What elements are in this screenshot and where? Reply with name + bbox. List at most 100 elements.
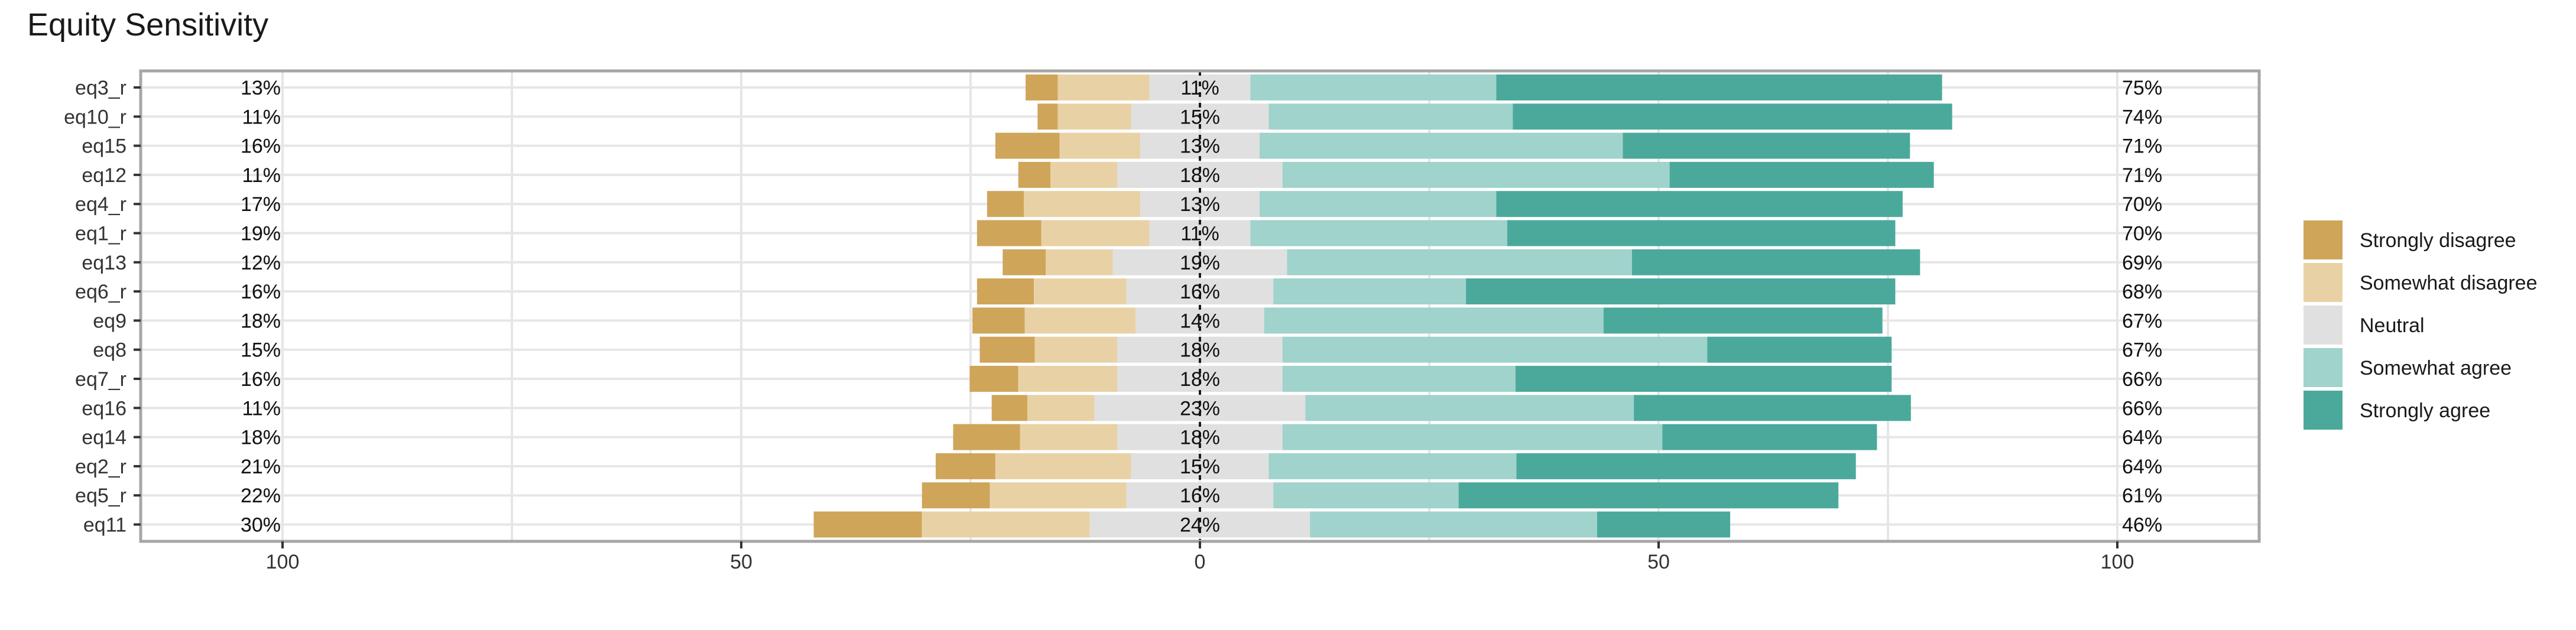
y-axis: eq3_r eq10_r eq15 eq12 eq4_r eq1_r eq13 eq6_req… <box>64 77 141 537</box>
y-category-label: eq2_r <box>75 456 126 478</box>
bar-strongly-agree <box>1631 249 1920 275</box>
y-category-label: eq11 <box>83 514 126 537</box>
bar-somewhat-disagree <box>1057 103 1131 130</box>
neutral-pct-label: 11% <box>1180 77 1219 99</box>
legend-label-neutral: Neutral <box>2360 314 2425 337</box>
disagree-pct-label: 16% <box>241 135 281 158</box>
neutral-pct-label: 16% <box>1180 485 1220 507</box>
neutral-pct-label: 18% <box>1180 368 1220 391</box>
bar-strongly-disagree <box>1026 74 1058 100</box>
y-category-label: eq7_r <box>75 368 126 391</box>
bar-somewhat-disagree <box>1018 366 1118 392</box>
bar-somewhat-disagree <box>995 453 1131 479</box>
legend: Strongly disagree Somewhat disagree Neutra… <box>2304 220 2538 430</box>
agree-pct-label: 71% <box>2122 164 2162 187</box>
bar-strongly-agree <box>1603 307 1883 334</box>
bar-strongly-disagree <box>995 132 1060 159</box>
x-axis: 100 50 0 50 100 <box>266 541 2134 573</box>
disagree-pct-label: 15% <box>241 339 281 362</box>
disagree-pct-label: 11% <box>242 397 281 420</box>
y-category-label: eq4_r <box>75 193 126 216</box>
y-category-label: eq10_r <box>64 106 126 128</box>
y-category-label: eq14 <box>82 427 126 449</box>
disagree-pct-label: 19% <box>241 223 281 245</box>
bar-somewhat-disagree <box>1034 278 1127 305</box>
neutral-pct-label: 16% <box>1180 281 1220 303</box>
bar-strongly-disagree <box>987 191 1024 217</box>
bar-strongly-agree <box>1496 74 1942 100</box>
agree-pct-label: 70% <box>2122 223 2162 245</box>
bar-strongly-agree <box>1516 453 1856 479</box>
neutral-pct-label: 14% <box>1180 310 1220 332</box>
x-tick-label: 0 <box>1195 551 1206 573</box>
bar-somewhat-disagree <box>1024 307 1136 334</box>
bar-somewhat-disagree <box>1046 249 1113 275</box>
y-category-label: eq16 <box>82 397 126 420</box>
bar-somewhat-agree <box>1250 220 1507 246</box>
bar-somewhat-disagree <box>922 511 1090 538</box>
disagree-pct-label: 21% <box>241 456 281 478</box>
agree-pct-label: 66% <box>2122 368 2162 391</box>
bar-somewhat-agree <box>1305 395 1634 421</box>
bar-somewhat-agree <box>1264 307 1604 334</box>
disagree-pct-label: 12% <box>241 252 281 274</box>
bar-strongly-disagree <box>1018 161 1051 188</box>
bar-somewhat-agree <box>1273 278 1467 305</box>
y-category-label: eq8 <box>93 339 126 362</box>
bar-strongly-disagree <box>979 336 1035 363</box>
bar-somewhat-agree <box>1259 191 1497 217</box>
bar-somewhat-agree <box>1287 249 1632 275</box>
chart-title: Equity Sensitivity <box>27 7 268 43</box>
y-category-label: eq13 <box>82 252 126 274</box>
agree-pct-label: 46% <box>2122 514 2162 537</box>
agree-pct-label: 69% <box>2122 252 2162 274</box>
bar-somewhat-agree <box>1282 366 1516 392</box>
bar-strongly-agree <box>1662 424 1877 450</box>
agree-pct-label: 64% <box>2122 456 2162 478</box>
bar-somewhat-disagree <box>1034 336 1118 363</box>
bar-strongly-agree <box>1458 482 1839 509</box>
agree-pct-label: 68% <box>2122 281 2162 303</box>
neutral-pct-label: 15% <box>1180 456 1220 478</box>
agree-pct-label: 74% <box>2122 106 2162 128</box>
bar-strongly-agree <box>1507 220 1896 246</box>
bar-strongly-disagree <box>991 395 1028 421</box>
agree-pct-label: 64% <box>2122 427 2162 449</box>
legend-swatch-strongly-agree <box>2304 391 2343 430</box>
bar-somewhat-disagree <box>1041 220 1150 246</box>
bar-strongly-disagree <box>1037 103 1058 130</box>
legend-swatch-strongly-disagree <box>2304 220 2343 259</box>
x-tick-label: 100 <box>266 551 300 573</box>
y-category-label: eq12 <box>82 164 126 187</box>
legend-swatch-somewhat-agree <box>2304 348 2343 387</box>
bar-neutral <box>1126 278 1274 305</box>
bar-strongly-agree <box>1669 161 1934 188</box>
neutral-pct-label: 18% <box>1180 427 1220 449</box>
disagree-pct-label: 17% <box>241 193 281 216</box>
bar-somewhat-disagree <box>989 482 1127 509</box>
disagree-pct-label: 18% <box>241 310 281 332</box>
bar-somewhat-agree <box>1268 103 1513 130</box>
neutral-pct-label: 18% <box>1180 164 1220 187</box>
bar-strongly-disagree <box>972 307 1025 334</box>
neutral-pct-label: 13% <box>1180 193 1220 216</box>
disagree-pct-label: 18% <box>241 427 281 449</box>
agree-pct-label: 67% <box>2122 310 2162 332</box>
neutral-pct-label: 23% <box>1180 397 1220 420</box>
bar-strongly-disagree <box>936 453 995 479</box>
x-tick-label: 50 <box>1647 551 1670 573</box>
bar-somewhat-disagree <box>1020 424 1118 450</box>
bar-strongly-disagree <box>922 482 990 509</box>
bar-strongly-disagree <box>813 511 922 538</box>
disagree-pct-label: 11% <box>242 106 281 128</box>
bar-somewhat-agree <box>1282 161 1670 188</box>
bar-somewhat-agree <box>1250 74 1497 100</box>
bar-strongly-disagree <box>976 220 1042 246</box>
bar-strongly-disagree <box>953 424 1020 450</box>
disagree-pct-label: 16% <box>241 281 281 303</box>
bar-strongly-agree <box>1597 511 1731 538</box>
legend-label-somewhat-disagree: Somewhat disagree <box>2360 272 2538 294</box>
disagree-pct-label: 16% <box>241 368 281 391</box>
y-category-label: eq3_r <box>75 77 126 99</box>
